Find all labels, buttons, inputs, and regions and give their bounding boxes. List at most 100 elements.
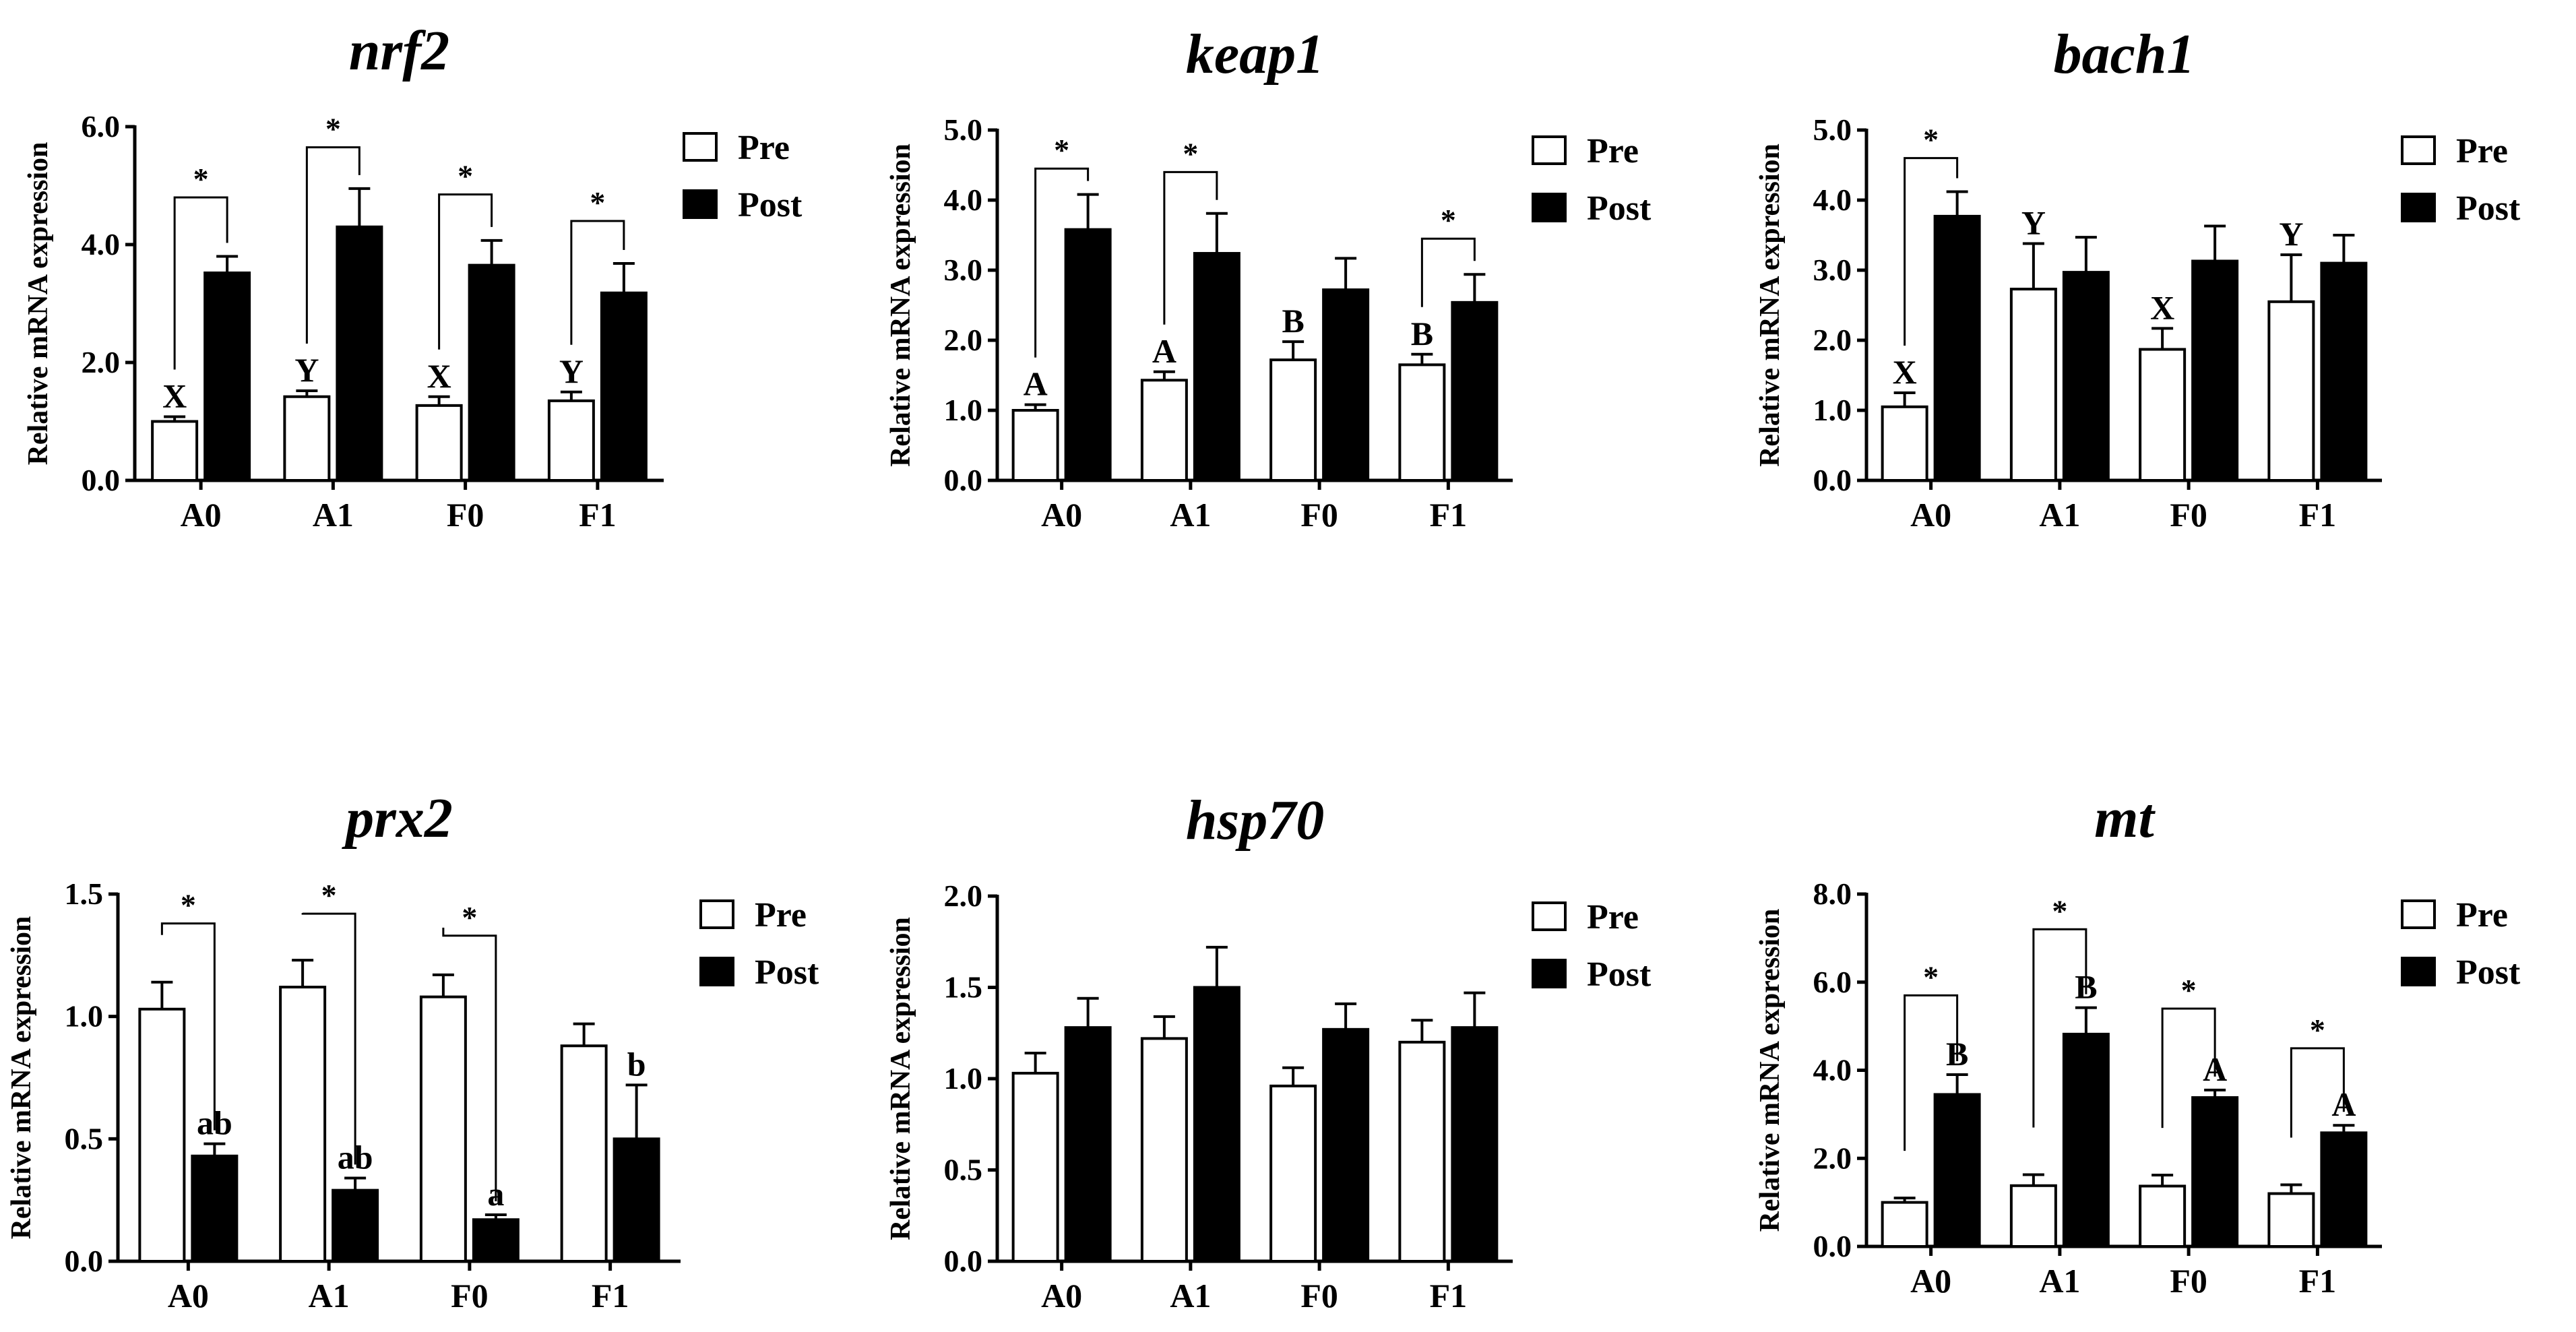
- x-tick-label: F0: [451, 1277, 489, 1314]
- bar-pre: [279, 986, 327, 1263]
- x-tick-label: A1: [2039, 1262, 2080, 1300]
- legend-label-pre: Pre: [1587, 898, 1639, 937]
- bar-pre: [138, 1007, 186, 1263]
- x-tick-label: A0: [1041, 1277, 1082, 1314]
- legend-label-pre: Pre: [1587, 132, 1639, 170]
- y-tick-label: 0.5: [944, 1153, 983, 1187]
- legend-swatch-post: [2401, 193, 2436, 222]
- significance-bracket: [1420, 237, 1476, 307]
- legend-swatch-post: [683, 189, 718, 219]
- legend-swatch-post: [1532, 959, 1567, 988]
- bar-pre: [2267, 1192, 2315, 1248]
- bar-pre: [419, 995, 467, 1263]
- significance-star: *: [590, 185, 605, 220]
- y-tick-label: 1.0: [944, 1061, 983, 1096]
- bar-post: [1322, 288, 1370, 482]
- significance-letter: X: [1893, 353, 1917, 391]
- legend-label-pre: Pre: [738, 129, 790, 167]
- significance-letter: Y: [2279, 215, 2303, 253]
- chart-title: nrf2: [349, 20, 449, 82]
- significance-letter: Y: [2021, 203, 2046, 241]
- bar-post: [472, 1218, 520, 1263]
- bar-post: [2062, 1032, 2110, 1248]
- chart-title: keap1: [1186, 23, 1324, 86]
- y-tick-label: 0.0: [82, 463, 121, 497]
- y-tick-label: 4.0: [1813, 1053, 1852, 1087]
- significance-bracket: [1904, 157, 1959, 346]
- significance-star: *: [462, 900, 477, 934]
- y-tick-label: 1.5: [65, 877, 104, 911]
- legend-swatch-post: [1532, 193, 1567, 222]
- legend-swatch-pre: [699, 899, 734, 929]
- bar-pre: [1881, 405, 1928, 482]
- bar-pre: [1011, 1071, 1059, 1263]
- bar-post: [1064, 228, 1112, 482]
- legend-label-pre: Pre: [2456, 132, 2508, 170]
- bar-post: [1322, 1027, 1370, 1263]
- x-tick-label: F1: [2299, 1262, 2337, 1300]
- chart-panel-bach1: bach1 Relative mRNA expression 0.0 1.0 2.0 3.…: [1755, 23, 2521, 534]
- x-tick-label: F0: [2170, 1262, 2207, 1300]
- bar-pre: [1881, 1201, 1928, 1248]
- bar-pre: [283, 395, 331, 482]
- chart-title: hsp70: [1186, 789, 1324, 852]
- x-tick-label: F1: [1430, 1277, 1468, 1314]
- y-axis-label: Relative mRNA expression: [23, 142, 54, 466]
- x-tick-label: F0: [1300, 496, 1338, 534]
- significance-letter: Y: [559, 352, 584, 390]
- y-tick-label: 2.0: [1813, 323, 1852, 357]
- significance-bracket: [1034, 167, 1090, 358]
- y-tick-label: 1.5: [944, 970, 983, 1005]
- significance-bracket: [438, 193, 493, 350]
- significance-bracket: [301, 912, 356, 1165]
- y-tick-label: 1.0: [944, 393, 983, 427]
- chart-panel-keap1: keap1 Relative mRNA expression 0.0 1.0 2.0 3.…: [885, 23, 1652, 534]
- legend-swatch-pre: [2401, 135, 2436, 165]
- x-tick-label: F0: [1300, 1277, 1338, 1314]
- bar-post: [1933, 214, 1981, 482]
- bar-pre: [1398, 1040, 1446, 1263]
- legend-label-pre: Pre: [755, 896, 807, 934]
- significance-bracket: [173, 196, 228, 370]
- y-tick-label: 6.0: [1813, 965, 1852, 999]
- y-tick-label: 2.0: [944, 323, 983, 357]
- significance-star: *: [458, 159, 473, 193]
- x-tick-label: A0: [1910, 496, 1951, 534]
- bar-pre: [547, 399, 595, 482]
- bar-pre: [151, 420, 199, 482]
- bar-pre: [2009, 1184, 2057, 1248]
- bar-pre: [2139, 348, 2187, 482]
- y-tick-label: 4.0: [82, 227, 121, 261]
- x-tick-label: A1: [1170, 496, 1211, 534]
- significance-star: *: [1054, 133, 1069, 167]
- significance-star: *: [1923, 959, 1939, 994]
- significance-bracket: [1904, 994, 1959, 1151]
- legend-swatch-pre: [683, 132, 718, 162]
- bar-post: [1451, 300, 1499, 482]
- chart-title: prx2: [342, 787, 453, 850]
- bar-pre: [2267, 300, 2315, 482]
- bar-pre: [1398, 363, 1446, 482]
- y-axis-label: Relative mRNA expression: [885, 917, 916, 1240]
- x-tick-label: F0: [447, 496, 484, 534]
- bar-post: [332, 1188, 379, 1263]
- significance-letter: X: [2150, 288, 2174, 326]
- y-tick-label: 1.0: [1813, 393, 1852, 427]
- bar-pre: [415, 404, 463, 482]
- legend-label-post: Post: [1587, 955, 1652, 994]
- significance-star: *: [325, 112, 341, 146]
- legend-label-post: Post: [738, 186, 803, 224]
- x-tick-label: A1: [1170, 1277, 1211, 1314]
- x-tick-label: F0: [2170, 496, 2207, 534]
- y-tick-label: 2.0: [944, 879, 983, 913]
- significance-letter: b: [627, 1045, 646, 1083]
- y-tick-label: 0.0: [944, 1244, 983, 1278]
- legend-swatch-post: [699, 957, 734, 986]
- y-axis-label: Relative mRNA expression: [1755, 144, 1786, 467]
- bar-pre: [2009, 288, 2057, 482]
- bar-post: [1064, 1026, 1112, 1263]
- x-tick-label: A1: [309, 1277, 350, 1314]
- chart-panel-mt: mt Relative mRNA expression 0.0 2.0 4.0 6.0 8.…: [1755, 787, 2521, 1300]
- bar-post: [203, 272, 251, 482]
- bar-post: [600, 291, 648, 482]
